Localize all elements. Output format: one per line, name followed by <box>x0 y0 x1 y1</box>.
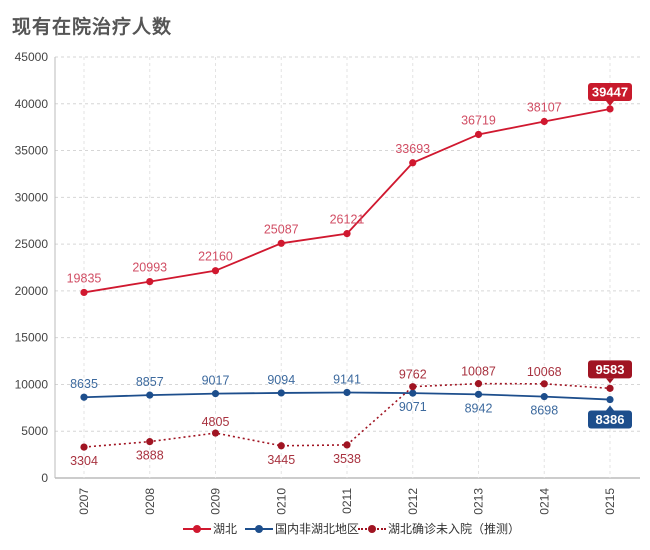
data-label: 9071 <box>399 400 427 414</box>
y-tick-label: 40000 <box>15 97 49 111</box>
data-point[interactable] <box>540 393 548 401</box>
data-point[interactable] <box>606 105 614 113</box>
callout-pointer <box>606 378 614 384</box>
y-tick-label: 5000 <box>21 424 48 438</box>
data-point[interactable] <box>277 389 285 397</box>
callout-box <box>588 410 632 429</box>
data-label: 4805 <box>202 415 230 429</box>
line-chart: 0 5000 10000 15000 20000 25000 30000 35000 40000… <box>15 50 640 515</box>
data-label: 8698 <box>530 404 558 418</box>
data-label: 3888 <box>136 449 164 463</box>
data-label-callout: 39447 <box>592 84 628 99</box>
data-point[interactable] <box>343 230 351 238</box>
data-label: 26121 <box>330 213 365 227</box>
x-tick-label: 0210 <box>274 488 288 515</box>
legend-label-hubei-unadmitted: 湖北确诊未入院（推测） <box>388 522 521 536</box>
data-point[interactable] <box>343 388 351 397</box>
x-tick-label: 0211 <box>340 488 354 514</box>
legend-item-hubei-unadmitted[interactable]: 湖北确诊未入院（推测） <box>358 520 520 537</box>
data-point[interactable] <box>80 393 88 401</box>
data-label: 9141 <box>333 372 361 386</box>
data-label: 25087 <box>264 222 299 236</box>
y-tick-label: 10000 <box>15 377 49 391</box>
data-point[interactable] <box>343 441 351 449</box>
data-label: 3304 <box>70 454 98 468</box>
data-point[interactable] <box>540 117 548 126</box>
chart-legend: 湖北 国内非湖北地区 湖北确诊未入院（推测） <box>0 520 650 542</box>
legend-swatch-non-hubei <box>245 523 273 535</box>
x-tick-label: 0215 <box>603 488 617 515</box>
x-tick-label: 0209 <box>209 488 223 515</box>
data-label: 22160 <box>198 250 233 264</box>
data-label-callout: 9583 <box>596 362 625 377</box>
data-point[interactable] <box>474 380 483 388</box>
data-point[interactable] <box>146 438 154 446</box>
data-point[interactable] <box>606 384 614 392</box>
y-tick-label: 20000 <box>15 284 49 298</box>
data-point[interactable] <box>146 391 154 399</box>
data-point[interactable] <box>211 429 220 437</box>
data-label: 10068 <box>527 365 562 379</box>
data-label: 9094 <box>267 373 295 387</box>
data-point[interactable] <box>80 288 88 297</box>
data-label: 19835 <box>67 271 102 285</box>
legend-swatch-hubei <box>183 523 211 535</box>
data-label: 33693 <box>395 142 430 156</box>
x-tick-label: 0213 <box>472 488 486 515</box>
data-label: 8942 <box>465 401 493 415</box>
legend-swatch-hubei-unadmitted <box>358 523 386 535</box>
data-label: 8635 <box>70 377 98 391</box>
data-label: 3445 <box>267 453 295 467</box>
data-point[interactable] <box>211 267 220 275</box>
x-tick-label: 0208 <box>143 488 157 515</box>
data-label: 8857 <box>136 375 164 389</box>
y-tick-label: 0 <box>41 471 48 485</box>
data-point[interactable] <box>409 389 417 397</box>
x-tick-label: 0214 <box>537 488 551 515</box>
x-tick-label: 0207 <box>77 488 91 515</box>
data-point[interactable] <box>146 277 154 286</box>
data-point[interactable] <box>80 443 88 451</box>
data-label: 20993 <box>132 261 167 275</box>
y-tick-label: 35000 <box>15 144 49 158</box>
x-tick-label: 0212 <box>406 488 420 515</box>
data-point[interactable] <box>277 239 285 247</box>
callout-pointer <box>606 100 614 106</box>
data-label: 9017 <box>202 374 230 388</box>
data-point[interactable] <box>211 390 220 398</box>
y-tick-label: 25000 <box>15 237 49 251</box>
data-label: 3538 <box>333 452 361 466</box>
legend-item-non-hubei[interactable]: 国内非湖北地区 <box>245 520 359 537</box>
data-point[interactable] <box>606 395 614 404</box>
legend-item-hubei[interactable]: 湖北 <box>183 520 237 537</box>
legend-label-hubei: 湖北 <box>213 522 238 536</box>
y-tick-label: 15000 <box>15 331 49 345</box>
data-point[interactable] <box>474 390 483 398</box>
callout-box <box>588 82 632 101</box>
callout-box <box>588 360 632 379</box>
data-point[interactable] <box>540 380 548 388</box>
legend-label-non-hubei: 国内非湖北地区 <box>275 522 360 536</box>
data-point[interactable] <box>409 383 417 391</box>
data-label: 9762 <box>399 368 427 382</box>
data-point[interactable] <box>474 130 483 139</box>
data-point[interactable] <box>409 159 417 167</box>
y-tick-label: 45000 <box>15 50 49 64</box>
callout-pointer <box>606 405 614 411</box>
data-label: 36719 <box>461 113 496 127</box>
data-label: 10087 <box>461 365 496 379</box>
data-label: 38107 <box>527 100 562 114</box>
data-label-callout: 8386 <box>596 412 625 427</box>
data-point[interactable] <box>277 442 285 450</box>
y-tick-label: 30000 <box>15 190 49 204</box>
chart-title: 现有在院治疗人数 <box>12 16 173 38</box>
